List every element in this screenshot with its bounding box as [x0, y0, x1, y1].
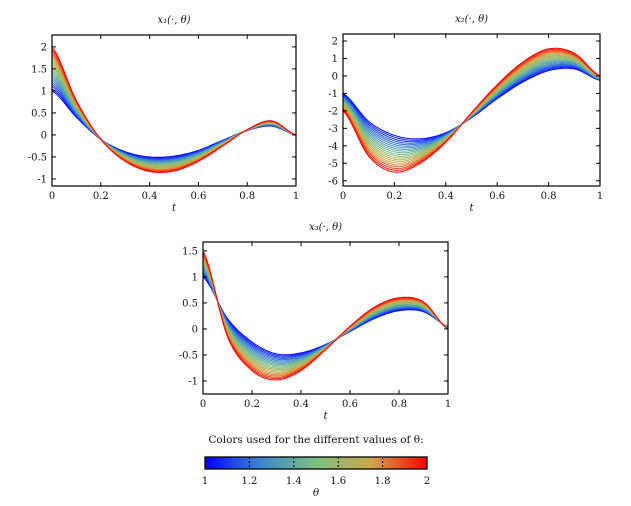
series-line-theta-1.25 — [52, 79, 296, 162]
x-tick-label: 1 — [445, 399, 451, 410]
series-line-theta-1.90 — [52, 50, 296, 172]
x-tick-label: 0.4 — [438, 191, 454, 202]
series-line-theta-2.00 — [203, 250, 448, 381]
y-tick-label: 2 — [41, 42, 47, 53]
x-tick-label: 0.4 — [142, 191, 158, 202]
series-line-theta-1.70 — [52, 59, 296, 169]
y-tick-label: -2 — [328, 106, 338, 117]
plot-title: x₂(·, θ) — [455, 14, 488, 25]
colorbar-tick-label: 1.2 — [241, 476, 257, 487]
y-tick-label: 1 — [192, 272, 198, 283]
x-tick-label: 0 — [340, 191, 346, 202]
series-line-theta-1.65 — [343, 55, 600, 161]
series-line-theta-1.45 — [52, 70, 296, 165]
y-tick-label: 0 — [332, 71, 338, 82]
x-tick-label: 0.8 — [391, 399, 407, 410]
series-line-theta-1.35 — [52, 75, 296, 164]
series-line-theta-2.00 — [52, 46, 296, 173]
colorbar-tick-label: 1.6 — [330, 476, 346, 487]
y-tick-label: 2 — [332, 36, 338, 47]
colorbar-tick-label: 2 — [424, 476, 430, 487]
series-line-theta-1.85 — [52, 53, 296, 171]
y-tick-label: -1 — [328, 89, 338, 100]
y-tick-label: 0.5 — [31, 108, 47, 119]
subplot-x2: 0 0.2 0.4 0.6 0.8 1 -6 -5 -4 -3 -2 -1 0 1 2 x₂(·, θ) t — [328, 14, 603, 214]
x-tick-label: 0.2 — [386, 191, 402, 202]
series-line-theta-1.55 — [52, 66, 296, 167]
x-tick-label: 0.6 — [342, 399, 358, 410]
y-tick-label: 1 — [41, 86, 47, 97]
x-tick-label: 0.4 — [293, 399, 309, 410]
series-line-theta-1.60 — [52, 64, 296, 167]
y-tick-label: 1.5 — [182, 246, 198, 257]
series-line-theta-1.95 — [52, 48, 296, 173]
series-line-theta-1.30 — [52, 77, 296, 163]
series-line-theta-1.50 — [343, 58, 600, 155]
series-line-theta-1.50 — [52, 68, 296, 166]
plot-title: x₁(·, θ) — [157, 15, 190, 26]
y-tick-label: -4 — [328, 141, 338, 152]
curves — [343, 47, 600, 173]
x-tick-label: 1 — [597, 191, 603, 202]
x-tick-label: 0 — [49, 191, 55, 202]
colorbar-caption: Colors used for the different values of … — [208, 434, 423, 446]
y-tick-label: 1 — [332, 54, 338, 65]
series-line-theta-1.20 — [343, 63, 600, 146]
y-tick-label: -1 — [37, 174, 47, 185]
colorbar-gradient — [204, 456, 428, 470]
x-axis-label: t — [172, 203, 177, 214]
x-tick-label: 0.6 — [190, 191, 206, 202]
plot-frame — [202, 241, 449, 395]
series-line-theta-1.00 — [343, 67, 600, 140]
x-tick-label: 1 — [293, 191, 299, 202]
y-tick-label: -0.5 — [179, 350, 198, 361]
series-line-theta-1.95 — [203, 251, 448, 380]
x-tick-label: 0 — [200, 399, 206, 410]
colorbar-tick-label: 1 — [202, 476, 208, 487]
plot-frame — [51, 34, 297, 187]
series-line-theta-2.00 — [343, 47, 600, 173]
series-line-theta-1.70 — [343, 54, 600, 163]
series-line-theta-1.35 — [343, 60, 600, 151]
x-tick-label: 0.6 — [489, 191, 505, 202]
y-tick-label: -1 — [188, 376, 198, 387]
colorbar-label: θ — [313, 488, 319, 499]
series-line-theta-1.80 — [52, 55, 296, 171]
x-axis-label: t — [323, 411, 328, 422]
series-line-theta-1.65 — [52, 61, 296, 168]
y-tick-label: 0 — [192, 324, 198, 335]
colorbar: Colors used for the different values of … — [202, 434, 430, 499]
y-tick-label: -5 — [328, 159, 338, 170]
y-tick-label: -3 — [328, 124, 338, 135]
x-tick-label: 0.2 — [244, 399, 260, 410]
y-tick-label: 1.5 — [31, 64, 47, 75]
colorbar-tick-label: 1.4 — [286, 476, 302, 487]
subplot-x3: 0 0.2 0.4 0.6 0.8 1 -1 -0.5 0 0.5 1 1.5 x₃(·, θ) t — [179, 222, 451, 422]
x-axis-label: t — [469, 203, 474, 214]
series-line-theta-1.75 — [52, 57, 296, 170]
subplot-x1: 0 0.2 0.4 0.6 0.8 1 -1 -0.5 0 0.5 1 1.5 2 x₁(·, θ) t — [28, 15, 299, 214]
series-line-theta-1.40 — [52, 72, 296, 164]
x-tick-label: 0.2 — [93, 191, 109, 202]
curves — [52, 46, 296, 173]
colorbar-tick-label: 1.8 — [375, 476, 391, 487]
y-tick-label: -0.5 — [28, 152, 47, 163]
plot-title: x₃(·, θ) — [309, 222, 342, 233]
x-tick-label: 0.8 — [541, 191, 557, 202]
curves — [203, 250, 448, 381]
x-tick-label: 0.8 — [239, 191, 255, 202]
y-tick-label: 0.5 — [182, 298, 198, 309]
y-tick-label: -6 — [328, 176, 338, 187]
plot-frame — [342, 33, 601, 187]
y-tick-label: 0 — [41, 130, 47, 141]
